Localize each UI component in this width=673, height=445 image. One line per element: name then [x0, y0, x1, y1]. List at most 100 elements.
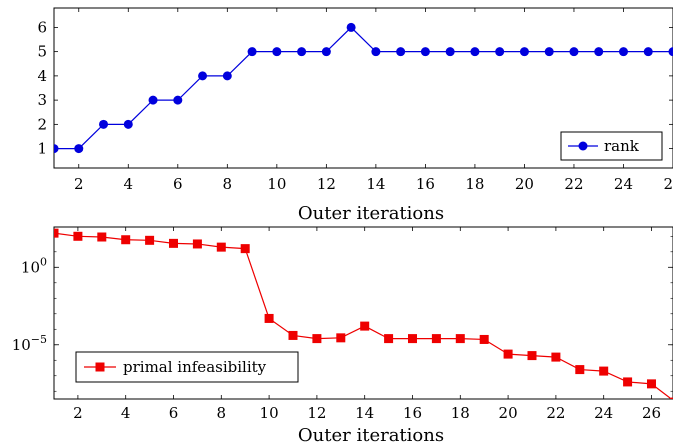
rank-x-tick-label: 4 — [124, 175, 134, 193]
rank-point — [74, 144, 84, 154]
primal-point — [168, 238, 178, 248]
rank-point — [99, 119, 109, 129]
primal-point — [646, 379, 656, 389]
rank-x-axis-label: Outer iterations — [298, 203, 444, 224]
rank-x-tick-label: 18 — [465, 175, 484, 193]
primal-point — [240, 244, 250, 254]
rank-point — [618, 47, 628, 57]
rank-point — [346, 22, 356, 32]
rank-x-tick-label: 20 — [515, 175, 534, 193]
rank-x-tick-label: 2 — [74, 175, 84, 193]
primal-legend-label: primal infeasibility — [123, 358, 267, 376]
rank-point — [420, 47, 430, 57]
rank-point — [544, 47, 554, 57]
rank-point — [519, 47, 529, 57]
rank-point — [123, 119, 133, 129]
primal-y-tick-label: 100 — [21, 255, 47, 276]
primal-point — [312, 334, 322, 344]
rank-point — [396, 47, 406, 57]
rank-point — [54, 144, 59, 154]
rank-x-tick-label: 14 — [366, 175, 385, 193]
primal-point — [479, 334, 489, 344]
rank-x-tick-label: 16 — [416, 175, 435, 193]
primal-point — [407, 334, 417, 344]
primal-point — [145, 235, 155, 245]
primal-point — [455, 334, 465, 344]
primal-x-axis-label: Outer iterations — [298, 425, 444, 445]
primal-y-ticks: 100 10−5 — [12, 235, 673, 392]
primal-point — [97, 232, 107, 242]
rank-point — [569, 47, 579, 57]
primal-legend: primal infeasibility — [75, 351, 299, 383]
primal-x-tick-label: 6 — [169, 404, 179, 422]
primal-point — [384, 334, 394, 344]
primal-x-tick-label: 14 — [355, 404, 374, 422]
rank-x-tick-label: 6 — [173, 175, 183, 193]
rank-x-tick-label: 8 — [223, 175, 233, 193]
rank-point — [371, 47, 381, 57]
rank-point — [222, 71, 232, 81]
primal-series — [54, 228, 673, 399]
primal-point — [623, 377, 633, 387]
primal-point — [551, 352, 561, 362]
rank-point — [445, 47, 455, 57]
primal-point — [527, 351, 537, 361]
primal-x-tick-label: 20 — [499, 404, 518, 422]
primal-point — [264, 313, 274, 323]
rank-point — [668, 47, 673, 57]
rank-plot-frame — [53, 7, 673, 169]
rank-point — [297, 47, 307, 57]
primal-legend-marker — [95, 362, 105, 372]
rank-point — [321, 47, 331, 57]
primal-x-tick-label: 8 — [217, 404, 227, 422]
rank-legend-label: rank — [604, 137, 640, 155]
rank-point — [173, 95, 183, 105]
rank-y-tick-label: 5 — [37, 43, 47, 61]
primal-point — [216, 242, 226, 252]
rank-x-tick-label: 26 — [663, 175, 673, 193]
primal-point — [73, 231, 83, 241]
rank-x-tick-label: 10 — [267, 175, 286, 193]
rank-series-line — [54, 26, 673, 150]
rank-point — [643, 47, 653, 57]
primal-point — [288, 330, 298, 340]
rank-y-tick-label: 4 — [37, 67, 47, 85]
rank-point — [247, 47, 257, 57]
rank-point — [495, 47, 505, 57]
rank-point — [148, 95, 158, 105]
rank-y-tick-label: 1 — [37, 140, 47, 158]
primal-x-tick-label: 18 — [451, 404, 470, 422]
primal-plot-frame — [53, 226, 673, 400]
primal-point — [575, 365, 585, 375]
primal-point — [599, 366, 609, 376]
primal-x-tick-label: 24 — [594, 404, 613, 422]
primal-point — [670, 397, 673, 399]
rank-point — [594, 47, 604, 57]
rank-series — [54, 22, 673, 154]
primal-x-tick-label: 10 — [260, 404, 279, 422]
rank-x-tick-label: 24 — [614, 175, 633, 193]
primal-x-tick-label: 22 — [546, 404, 565, 422]
primal-point — [121, 235, 131, 245]
primal-x-tick-label: 4 — [121, 404, 131, 422]
rank-point — [470, 47, 480, 57]
rank-x-tick-label: 12 — [317, 175, 336, 193]
rank-point — [198, 71, 208, 81]
rank-legend: rank — [560, 131, 663, 161]
primal-x-tick-label: 2 — [73, 404, 83, 422]
primal-x-ticks: 2 4 6 8 10 12 14 16 18 20 22 24 26 — [73, 227, 661, 422]
primal-point — [360, 321, 370, 331]
primal-point — [192, 239, 202, 249]
rank-point — [272, 47, 282, 57]
primal-point — [431, 334, 441, 344]
primal-point — [336, 333, 346, 343]
primal-y-tick-label: 10−5 — [12, 333, 47, 354]
primal-x-tick-label: 26 — [642, 404, 661, 422]
rank-y-tick-label: 6 — [37, 18, 47, 36]
primal-point — [503, 349, 513, 359]
primal-x-tick-label: 12 — [307, 404, 326, 422]
rank-y-tick-label: 2 — [37, 115, 47, 133]
